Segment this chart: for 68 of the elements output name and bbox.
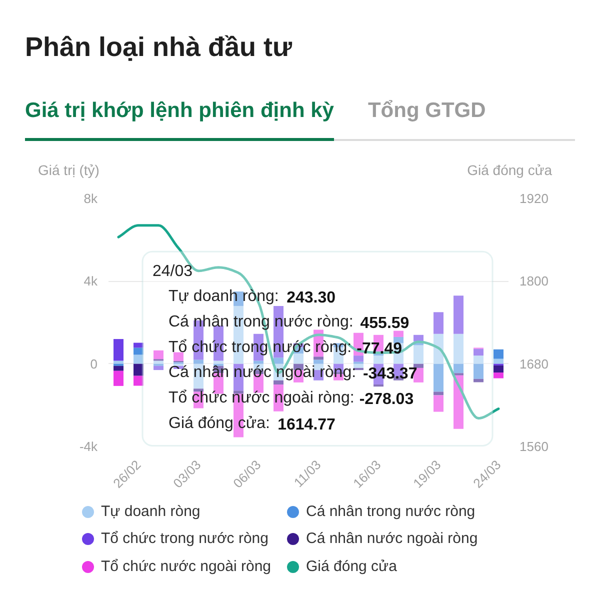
bar <box>394 330 404 337</box>
legend-label: Cá nhân trong nước ròng <box>305 502 476 522</box>
bar <box>434 395 444 412</box>
y2-tick-label: 1920 <box>520 191 548 206</box>
y-axis-title: Giá trị (tỷ) <box>38 161 100 180</box>
annotation: 24/03 <box>152 262 193 280</box>
bar <box>194 360 204 364</box>
bar <box>194 388 204 392</box>
annotation: Tổ chức nước ngoài ròng: -278.03 <box>168 390 414 408</box>
bar <box>214 360 224 364</box>
bar <box>494 365 504 373</box>
bar <box>454 364 464 374</box>
bar <box>274 380 284 384</box>
bar <box>134 364 144 376</box>
bar <box>134 376 144 386</box>
legend-label: Giá đóng cửa <box>305 556 398 577</box>
y2-axis-title: Giá đóng cửa <box>467 161 552 180</box>
bar <box>474 364 484 379</box>
bar <box>354 356 364 362</box>
bar <box>354 364 364 368</box>
bar <box>134 342 144 348</box>
bar <box>434 392 444 396</box>
bar <box>314 356 324 360</box>
text: Tổng GTGD <box>368 98 486 124</box>
bar <box>114 360 124 364</box>
bar <box>454 296 464 334</box>
legend-label: Tổ chức trong nước ròng <box>100 529 270 550</box>
bar <box>474 378 484 382</box>
bar <box>114 339 124 361</box>
bar <box>114 370 124 386</box>
y-tick-label: 4k <box>84 274 98 289</box>
y2-tick-label: 1680 <box>520 356 548 372</box>
y-tick-label: -4k <box>79 439 98 454</box>
annotation: Cá nhân nước ngoài ròng: -343.37 <box>168 364 418 383</box>
bar <box>494 349 504 359</box>
bar <box>454 334 464 364</box>
bar <box>234 390 244 394</box>
bar <box>134 354 144 364</box>
chart-subtitle: Giá trị khớp lệnh phiên định kỳ <box>25 96 334 141</box>
y-tick-label: 0 <box>90 356 98 372</box>
bar <box>154 350 164 360</box>
bar <box>494 358 504 364</box>
bar <box>314 360 324 364</box>
bar <box>374 356 384 364</box>
bar <box>474 356 484 364</box>
bar <box>294 354 304 364</box>
bar <box>494 372 504 378</box>
bar <box>474 348 484 356</box>
bar <box>274 358 284 364</box>
chart-title: Phân loại nhà đầu tư <box>24 31 292 64</box>
y2-tick-label: 1560 <box>520 439 548 454</box>
bar <box>434 364 444 392</box>
annotation: Giá đóng cửa: 1614.77 <box>168 415 336 434</box>
legend-label: Tự doanh ròng <box>100 502 202 522</box>
bar <box>154 366 164 370</box>
bar <box>114 366 124 371</box>
bar <box>414 345 424 364</box>
bar <box>174 352 184 361</box>
bar <box>154 360 164 364</box>
legend-label: Tổ chức nước ngoài ròng <box>100 556 272 577</box>
y2-tick-label: 1800 <box>520 274 548 289</box>
bar <box>254 360 264 364</box>
y-tick-label: 8k <box>84 191 98 206</box>
bar <box>414 334 424 342</box>
bar <box>414 364 424 368</box>
bar <box>134 348 144 355</box>
legend-label: Cá nhân nước ngoài ròng <box>305 529 479 550</box>
bar <box>434 312 444 334</box>
